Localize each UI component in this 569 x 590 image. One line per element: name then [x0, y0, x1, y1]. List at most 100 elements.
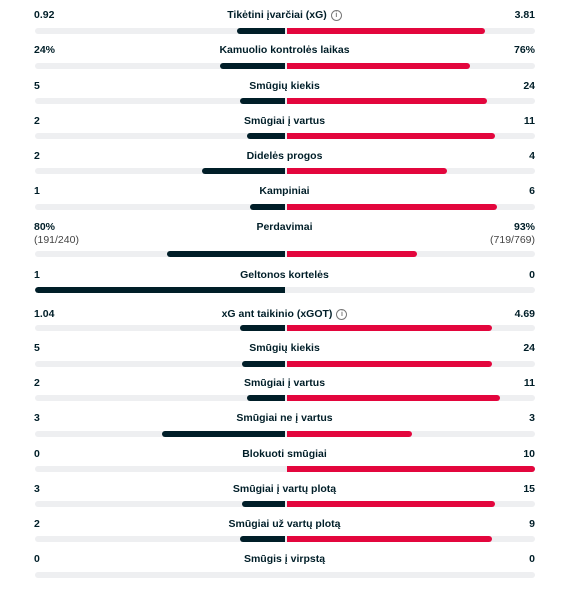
stat-bar-track: [35, 572, 535, 578]
away-bar: [287, 395, 500, 401]
stat-bar-track: [35, 63, 535, 69]
stat-label: Tikėtini įvarčiai (xG) i: [0, 9, 569, 21]
home-value: 0: [34, 448, 40, 460]
away-value: 4: [529, 150, 535, 162]
stat-label-text: Blokuoti smūgiai: [242, 448, 327, 460]
away-value: 0: [529, 269, 535, 281]
stat-label: Didelės progos: [0, 150, 569, 162]
home-bar: [237, 28, 285, 34]
stat-bar-track: [35, 98, 535, 104]
home-value: 5: [34, 342, 40, 354]
stat-bar-track: [35, 431, 535, 437]
away-bar: [287, 168, 447, 174]
home-value: 0.92: [34, 9, 55, 21]
stat-label-text: Smūgių kiekis: [249, 80, 320, 92]
stat-label-text: Kamuolio kontrolės laikas: [219, 44, 350, 56]
away-bar: [287, 63, 470, 69]
away-sub-value: (719/769): [490, 234, 535, 246]
home-value: 0: [34, 553, 40, 565]
away-bar: [287, 466, 535, 472]
away-bar: [287, 204, 497, 210]
info-icon[interactable]: i: [336, 309, 348, 320]
stat-label: Smūgis į virpstą: [0, 553, 569, 565]
away-value: 9: [529, 518, 535, 530]
home-bar: [220, 63, 285, 69]
stat-bar-track: [35, 466, 535, 472]
stat-bar-track: [35, 287, 535, 293]
home-value: 3: [34, 412, 40, 424]
stat-bar-track: [35, 133, 535, 139]
home-sub-value: (191/240): [34, 234, 79, 246]
stat-label: Smūgiai už vartų plotą: [0, 518, 569, 530]
home-bar: [240, 536, 285, 542]
home-value: 2: [34, 518, 40, 530]
home-bar: [167, 251, 285, 257]
stat-label: Smūgiai į vartus: [0, 377, 569, 389]
stat-label: Smūgių kiekis: [0, 80, 569, 92]
stat-bar-track: [35, 28, 535, 34]
stat-label: Smūgiai ne į vartus: [0, 412, 569, 424]
away-bar: [287, 133, 495, 139]
stat-label: Blokuoti smūgiai: [0, 448, 569, 460]
away-value: 11: [523, 115, 535, 127]
home-bar: [250, 204, 285, 210]
away-value: 76%: [513, 44, 535, 56]
stat-label-text: Smūgiai į vartus: [243, 377, 326, 389]
stat-label-text: Kampiniai: [259, 185, 310, 197]
home-value: 1: [34, 185, 40, 197]
stat-label: Kampiniai: [0, 185, 569, 197]
away-value: 15: [523, 483, 535, 495]
stat-bar-track: [35, 204, 535, 210]
home-bar: [240, 98, 285, 104]
away-value: 6: [529, 185, 535, 197]
home-bar: [35, 287, 285, 293]
stat-label-text: Smūgis į virpstą: [243, 553, 326, 565]
away-bar: [287, 501, 495, 507]
home-bar: [247, 395, 285, 401]
stat-bar-track: [35, 325, 535, 331]
stat-label-text: xG ant taikinio (xGOT): [221, 308, 333, 320]
away-bar: [287, 98, 487, 104]
stat-bar-track: [35, 536, 535, 542]
away-value: 3: [529, 412, 535, 424]
away-value: 24: [523, 342, 535, 354]
home-value: 2: [34, 377, 40, 389]
away-bar: [287, 361, 492, 367]
away-bar: [287, 325, 492, 331]
stat-label-text: Smūgiai į vartų plotą: [232, 483, 337, 495]
stat-label-text: Didelės progos: [246, 150, 323, 162]
stat-label-text: Geltonos kortelės: [240, 269, 329, 281]
home-bar: [247, 133, 285, 139]
away-value: 0: [529, 553, 535, 565]
stat-label: Kamuolio kontrolės laikas: [0, 44, 569, 56]
stat-label: xG ant taikinio (xGOT) i: [0, 308, 569, 320]
away-bar: [287, 536, 492, 542]
stat-label: Smūgiai į vartus: [0, 115, 569, 127]
home-value: 1.04: [34, 308, 55, 320]
stat-bar-track: [35, 168, 535, 174]
away-value: 11: [523, 377, 535, 389]
stat-label: Geltonos kortelės: [0, 269, 569, 281]
home-value: 80%: [34, 221, 56, 233]
stat-label: Perdavimai: [0, 221, 569, 233]
away-value: 10: [523, 448, 535, 460]
away-bar: [287, 28, 485, 34]
home-value: 1: [34, 269, 40, 281]
home-bar: [242, 361, 285, 367]
stat-label-text: Tikėtini įvarčiai (xG): [227, 9, 327, 21]
away-value: 4.69: [514, 308, 535, 320]
stat-label-text: Smūgiai už vartų plotą: [228, 518, 341, 530]
home-value: 3: [34, 483, 40, 495]
stat-label-text: Smūgių kiekis: [249, 342, 320, 354]
stat-bar-track: [35, 361, 535, 367]
home-value: 24%: [34, 44, 56, 56]
away-value: 24: [523, 80, 535, 92]
home-bar: [242, 501, 285, 507]
away-value: 93%: [513, 221, 535, 233]
away-bar: [287, 251, 417, 257]
home-bar: [162, 431, 285, 437]
info-icon[interactable]: i: [330, 10, 342, 21]
stat-bar-track: [35, 251, 535, 257]
stat-bar-track: [35, 501, 535, 507]
